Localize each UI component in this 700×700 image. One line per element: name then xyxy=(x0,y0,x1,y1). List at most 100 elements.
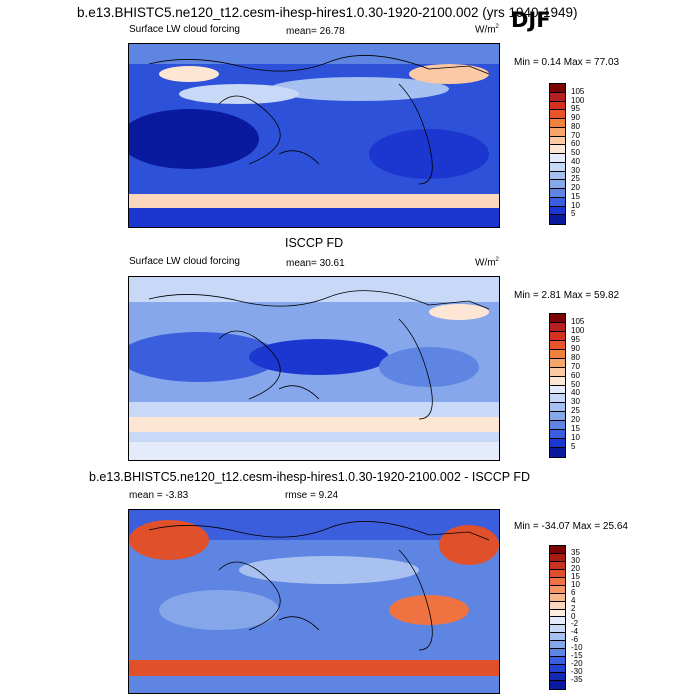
panel3-colorbar-cell xyxy=(550,601,565,610)
panel3-map xyxy=(128,509,500,694)
panel2-title: ISCCP FD xyxy=(285,236,344,250)
panel3-colorbar-tick-label: -6 xyxy=(571,635,579,645)
season-label: DJF xyxy=(511,8,551,32)
panel1-colorbar-tick-label: 10 xyxy=(571,200,580,210)
panel3-colorbar-cell xyxy=(550,625,565,634)
panel2-colorbar-cell xyxy=(550,421,565,431)
panel3-colorbar-tick-label: 35 xyxy=(571,547,580,557)
panel3-colorbar-cell xyxy=(550,569,565,578)
panel1-colorbar-cell xyxy=(550,110,565,119)
panel2-colorbar-cell xyxy=(550,448,565,457)
panel2-colorbar xyxy=(549,313,566,458)
panel2-colorbar-tick-label: 5 xyxy=(571,442,576,452)
panel3-colorbar-cell xyxy=(550,593,565,602)
panel3-colorbar-cell xyxy=(550,673,565,681)
panel3-colorbar-cell xyxy=(550,577,565,586)
panel3-colorbar-tick-label: 15 xyxy=(571,571,580,581)
panel2-colorbar-tick-label: 100 xyxy=(571,325,585,335)
panel3-colorbar-tick-label: -2 xyxy=(571,619,579,629)
panel2-colorbar-cell xyxy=(550,340,565,350)
panel1-colorbar-tick-label: 20 xyxy=(571,183,580,192)
panel1-colorbar-tick-label: 80 xyxy=(571,121,580,131)
panel3-colorbar-tick-label: 4 xyxy=(571,595,576,605)
panel1-colorbar-cell xyxy=(550,84,565,93)
panel2-colorbar-cell xyxy=(550,322,565,332)
panel1-colorbar-tick-label: 30 xyxy=(571,165,580,175)
panel1-colorbar-tick-label: 5 xyxy=(571,209,576,219)
panel2-colorbar-tick-label: 105 xyxy=(571,316,585,326)
panel2-colorbar-tick-label: 50 xyxy=(571,379,580,389)
panel1-colorbar-tick-label: 50 xyxy=(571,148,580,157)
panel1-colorbar-cell xyxy=(550,136,565,146)
panel1-units: W/m2 xyxy=(475,24,499,36)
panel1-colorbar-tick-label: 60 xyxy=(571,139,580,149)
panel2-colorbar-cell xyxy=(550,394,565,404)
panel2-colorbar-labels: 105 100 95 90 80 70 60 50 40 30 25 20 15 10 5 xyxy=(571,313,601,456)
panel3-colorbar-cell xyxy=(550,657,565,666)
panel1-colorbar-cell xyxy=(550,189,565,198)
panel1-colorbar-cell xyxy=(550,180,565,189)
panel2-colorbar-cell xyxy=(550,349,565,359)
panel2-colorbar-tick-label: 20 xyxy=(571,415,580,425)
panel1-colorbar-cell xyxy=(550,162,565,172)
panel3-colorbar-tick-label: -15 xyxy=(571,651,583,661)
panel3-colorbar-tick-label: 30 xyxy=(571,555,580,565)
panel3-colorbar-tick-label: -35 xyxy=(571,675,583,685)
panel3-colorbar-tick-label: -10 xyxy=(571,643,583,653)
panel3-colorbar-tick-label: 20 xyxy=(571,563,580,573)
panel3-colorbar-cell xyxy=(550,546,565,554)
panel3-colorbar-labels: 35 30 20 15 10 6 4 2 0 -2 -4 -6 -10 -15 -20 -30 -35 xyxy=(571,545,601,688)
panel2-colorbar-tick-label: 25 xyxy=(571,406,580,416)
panel2-map xyxy=(128,276,500,461)
panel2-minmax: Min = 2.81 Max = 59.82 xyxy=(514,290,620,301)
panel1-colorbar-cell xyxy=(550,145,565,154)
panel3-colorbar-tick-label: -4 xyxy=(571,627,579,637)
panel3-mean: mean = -3.83 xyxy=(129,490,189,501)
panel2-mean: mean= 30.61 xyxy=(286,258,345,269)
panel2-colorbar-tick-label: 40 xyxy=(571,388,580,398)
panel2-colorbar-tick-label: 90 xyxy=(571,343,580,353)
panel3-colorbar-cell xyxy=(550,609,565,618)
panel1-colorbar-tick-label: 70 xyxy=(571,130,580,140)
panel2-colorbar-cell xyxy=(550,358,565,368)
panel3-colorbar-cell xyxy=(550,617,565,626)
panel1-colorbar-tick-label: 90 xyxy=(571,113,580,122)
panel1-variable: Surface LW cloud forcing xyxy=(129,24,240,35)
main-title: b.e13.BHISTC5.ne120_t12.cesm-ihesp-hires… xyxy=(77,5,578,20)
panel3-colorbar-cell xyxy=(550,641,565,650)
panel3-colorbar-tick-label: -20 xyxy=(571,659,583,669)
panel3-title: b.e13.BHISTC5.ne120_t12.cesm-ihesp-hires… xyxy=(89,470,530,484)
panel2-colorbar-cell xyxy=(550,331,565,341)
panel1-colorbar-cell xyxy=(550,92,565,102)
panel3-colorbar-tick-label: -30 xyxy=(571,667,583,677)
panel3-colorbar-cell xyxy=(550,585,565,594)
panel3-colorbar-cell xyxy=(550,680,565,689)
panel2-colorbar-cell xyxy=(550,430,565,440)
panel3-colorbar-tick-label: 10 xyxy=(571,579,580,589)
panel1-colorbar-tick-label: 95 xyxy=(571,104,580,114)
panel3-colorbar-cell xyxy=(550,553,565,562)
panel2-units: W/m2 xyxy=(475,257,499,269)
panel3-colorbar-tick-label: 6 xyxy=(571,587,576,597)
panel2-colorbar-tick-label: 10 xyxy=(571,433,580,443)
panel1-colorbar-tick-label: 100 xyxy=(571,95,585,105)
panel1-colorbar-tick-label: 25 xyxy=(571,174,580,184)
panel3-colorbar-cell xyxy=(550,649,565,658)
panel2-colorbar-tick-label: 60 xyxy=(571,370,580,380)
panel2-colorbar-tick-label: 15 xyxy=(571,424,580,434)
panel1-colorbar-cell xyxy=(550,206,565,216)
panel2-colorbar-cell xyxy=(550,439,565,449)
panel1-colorbar-tick-label: 105 xyxy=(571,86,585,96)
panel1-colorbar-cell xyxy=(550,154,565,163)
panel1-colorbar-tick-label: 40 xyxy=(571,156,580,166)
panel2-colorbar-tick-label: 30 xyxy=(571,397,580,407)
panel1-colorbar-tick-label: 15 xyxy=(571,191,580,201)
panel2-colorbar-cell xyxy=(550,314,565,323)
panel1-colorbar-cell xyxy=(550,101,565,111)
panel2-colorbar-cell xyxy=(550,403,565,413)
panel1-colorbar-cell xyxy=(550,127,565,137)
panel1-map xyxy=(128,43,500,228)
panel1-mean: mean= 26.78 xyxy=(286,26,345,37)
panel2-colorbar-cell xyxy=(550,412,565,422)
panel1-colorbar-labels: 105 100 95 90 80 70 60 50 40 30 25 20 15 10 5 xyxy=(571,83,601,223)
